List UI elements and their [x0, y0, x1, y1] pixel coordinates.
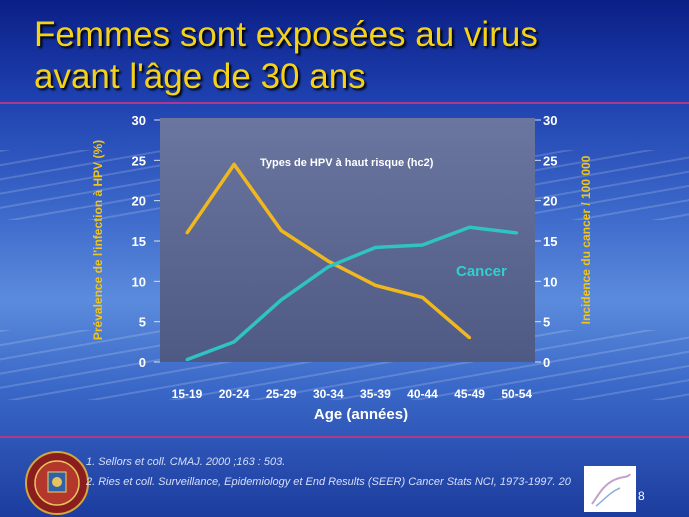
cancer-data-point	[326, 265, 330, 269]
reference-1: 1. Sellors et coll. CMAJ. 2000 ;163 : 50…	[86, 456, 286, 468]
reference-2: 2. Ries et coll. Surveillance, Epidemiol…	[86, 476, 571, 488]
y-tick-label-right: 5	[543, 315, 550, 330]
references: 1. Sellors et coll. CMAJ. 2000 ;163 : 50…	[86, 452, 646, 492]
x-tick-label: 35-39	[360, 387, 391, 401]
y-tick-label-left: 30	[132, 113, 146, 128]
cancer-data-point	[279, 298, 283, 302]
title-rule	[0, 102, 689, 104]
y-axis-left: 0 5 10 15 20 25 30	[132, 113, 160, 370]
y-tick-label-left: 5	[139, 315, 146, 330]
cancer-data-point	[468, 225, 472, 229]
cancer-data-point	[185, 358, 189, 362]
x-tick-label: 30-34	[313, 387, 344, 401]
y-tick-label-left: 0	[139, 355, 146, 370]
y-tick-label-left: 10	[132, 274, 146, 289]
cancer-data-point	[373, 245, 377, 249]
y-tick-label-right: 25	[543, 153, 557, 168]
cancer-incidence-line	[186, 225, 517, 362]
cancer-data-point	[421, 243, 424, 247]
hpv-data-point	[185, 231, 189, 235]
slide-number: 8	[638, 489, 645, 503]
x-tick-label: 45-49	[454, 387, 485, 401]
hpv-data-point	[279, 229, 283, 233]
title-line-2: avant l'âge de 30 ans	[34, 57, 366, 96]
x-tick-label: 40-44	[407, 387, 438, 401]
x-tick-label: 20-24	[219, 387, 250, 401]
y-axis-right-label: Incidence du cancer / 100 000	[579, 155, 593, 324]
y-tick-label-right: 30	[543, 113, 557, 128]
y-tick-label-right: 10	[543, 274, 557, 289]
y-tick-label-left: 20	[132, 194, 146, 209]
partner-logo	[584, 466, 636, 512]
hpv-data-point	[232, 162, 236, 166]
y-axis-left-label: Prévalence de l'infection à HPV (%)	[91, 140, 105, 340]
x-tick-label: 25-29	[266, 387, 297, 401]
x-tick-label: 15-19	[172, 387, 203, 401]
hpv-cancer-chart: Types de HPV à haut risque (hc2) 0 5 10 15 2…	[91, 113, 593, 423]
hpv-data-point	[468, 336, 472, 340]
y-axis-right: 0 5 10 15 20 25 30	[535, 113, 557, 370]
x-axis-label: Age (années)	[314, 406, 408, 423]
x-axis: 15-19 20-24 25-29 30-34 35-39 40-44 45-49 50-54	[172, 387, 533, 401]
footer-rule	[0, 436, 689, 438]
plot-area	[160, 118, 535, 362]
slide-title: Femmes sont exposées au virus avant l'âg…	[34, 14, 674, 98]
chart-title: Types de HPV à haut risque (hc2)	[260, 157, 434, 169]
hpv-data-point	[373, 283, 377, 287]
hpv-data-point	[421, 295, 424, 299]
series-layer	[185, 162, 519, 362]
cancer-series-label: Cancer	[456, 263, 507, 280]
institution-seal-logo	[25, 451, 89, 515]
y-tick-label-right: 0	[543, 355, 550, 370]
x-tick-label: 50-54	[501, 387, 532, 401]
title-line-1: Femmes sont exposées au virus	[34, 15, 538, 54]
cancer-data-point	[515, 231, 519, 235]
y-tick-label-right: 15	[543, 234, 557, 249]
cancer-data-point	[232, 340, 236, 344]
y-tick-label-right: 20	[543, 194, 557, 209]
y-tick-label-left: 25	[132, 153, 146, 168]
y-tick-label-left: 15	[132, 234, 146, 249]
hpv-data-point	[326, 259, 330, 263]
